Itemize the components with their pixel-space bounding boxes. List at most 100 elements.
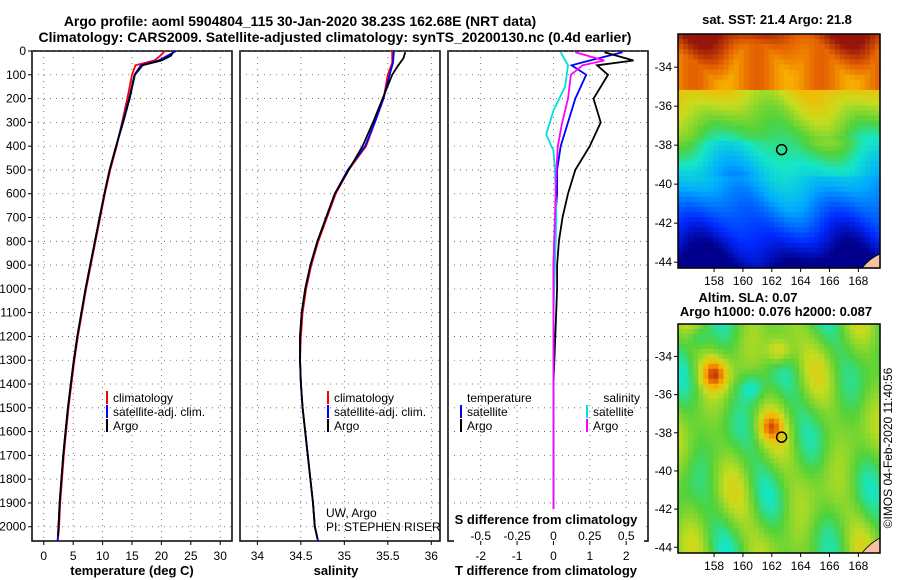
- map-cell: [753, 523, 760, 529]
- map-cell: [829, 498, 836, 504]
- map-cell: [678, 69, 684, 76]
- map-cell: [683, 39, 689, 45]
- map-cell: [713, 257, 719, 264]
- map-cell: [784, 54, 790, 61]
- map-cell: [743, 161, 750, 167]
- map-cell: [869, 69, 876, 76]
- map-cell: [723, 79, 730, 86]
- map-cell: [819, 59, 826, 66]
- map-cell: [839, 59, 846, 66]
- map-cell: [839, 398, 846, 405]
- map-cell: [869, 523, 876, 529]
- map-cell: [804, 262, 810, 269]
- map-cell: [849, 89, 856, 96]
- map-cell: [779, 488, 785, 494]
- sla-map-frame: [677, 323, 881, 554]
- map-cell: [814, 408, 820, 415]
- map-cell: [678, 186, 684, 193]
- map-cell: [683, 388, 689, 395]
- map-cell: [864, 110, 871, 116]
- map-cell: [814, 538, 820, 544]
- map-cell: [733, 353, 740, 360]
- map-cell: [819, 171, 826, 178]
- map-cell: [733, 181, 740, 188]
- map-cell: [703, 110, 709, 116]
- map-cell: [844, 176, 851, 183]
- map-cell: [824, 156, 831, 162]
- map-cell: [703, 383, 709, 390]
- map-cell: [779, 125, 785, 132]
- map-cell: [849, 533, 856, 539]
- map-cell: [799, 135, 805, 142]
- map-cell: [733, 49, 740, 55]
- map-cell: [784, 130, 790, 137]
- map-cell: [794, 458, 800, 464]
- map-cell: [743, 428, 750, 435]
- map-cell: [814, 156, 820, 162]
- map-cell: [849, 388, 856, 395]
- map-cell: [834, 353, 841, 360]
- map-cell: [758, 418, 765, 425]
- map-cell: [829, 166, 836, 172]
- map-cell: [708, 513, 714, 519]
- map-cell: [753, 493, 760, 499]
- map-cell: [703, 528, 709, 534]
- map-cell: [819, 64, 826, 71]
- map-cell: [758, 343, 765, 350]
- map-cell: [834, 378, 841, 385]
- map-cell: [824, 242, 831, 249]
- map-cell: [723, 212, 730, 218]
- map-cell: [874, 438, 881, 445]
- map-cell: [789, 363, 795, 370]
- map-cell: [799, 186, 805, 193]
- map-cell: [728, 503, 735, 509]
- map-cell: [869, 130, 876, 137]
- map-cell: [703, 533, 709, 539]
- map-cell: [839, 135, 846, 142]
- map-cell: [773, 408, 780, 415]
- map-cell: [804, 543, 810, 549]
- map-cell: [849, 428, 856, 435]
- map-cell: [748, 398, 755, 405]
- map-cell: [678, 443, 684, 450]
- map-cell: [733, 89, 740, 96]
- map-cell: [698, 130, 704, 137]
- map-cell: [799, 458, 805, 464]
- map-cell: [839, 115, 846, 122]
- map-cell: [763, 338, 770, 345]
- map-cell: [839, 328, 846, 335]
- map-cell: [824, 463, 831, 469]
- map-cell: [854, 95, 861, 101]
- map-cell: [728, 488, 735, 494]
- map-cell: [829, 523, 836, 529]
- map-cell: [768, 468, 775, 474]
- map-cell: [768, 438, 775, 445]
- map-cell: [864, 418, 871, 425]
- map-cell: [718, 493, 725, 499]
- map-cell: [844, 438, 851, 445]
- map-cell: [688, 328, 694, 335]
- map-cell: [713, 181, 719, 188]
- map-cell: [728, 140, 735, 147]
- map-cell: [844, 388, 851, 395]
- map-cell: [763, 333, 770, 340]
- map-cell: [768, 378, 775, 385]
- map-cell: [763, 453, 770, 460]
- x-tick-label: 35: [338, 549, 352, 563]
- map-cell: [834, 44, 841, 50]
- map-cell: [693, 227, 699, 233]
- map-cell: [733, 448, 740, 455]
- y-tick-label: 1000: [0, 282, 26, 296]
- map-cell: [708, 201, 714, 208]
- map-cell: [859, 54, 866, 61]
- map-cell: [834, 54, 841, 61]
- map-cell: [869, 39, 876, 45]
- map-cell: [794, 498, 800, 504]
- map-cell: [743, 232, 750, 239]
- map-cell: [864, 413, 871, 420]
- map-cell: [748, 548, 755, 554]
- map-cell: [688, 135, 694, 142]
- map-cell: [753, 328, 760, 335]
- map-cell: [809, 523, 815, 529]
- map-cell: [688, 428, 694, 435]
